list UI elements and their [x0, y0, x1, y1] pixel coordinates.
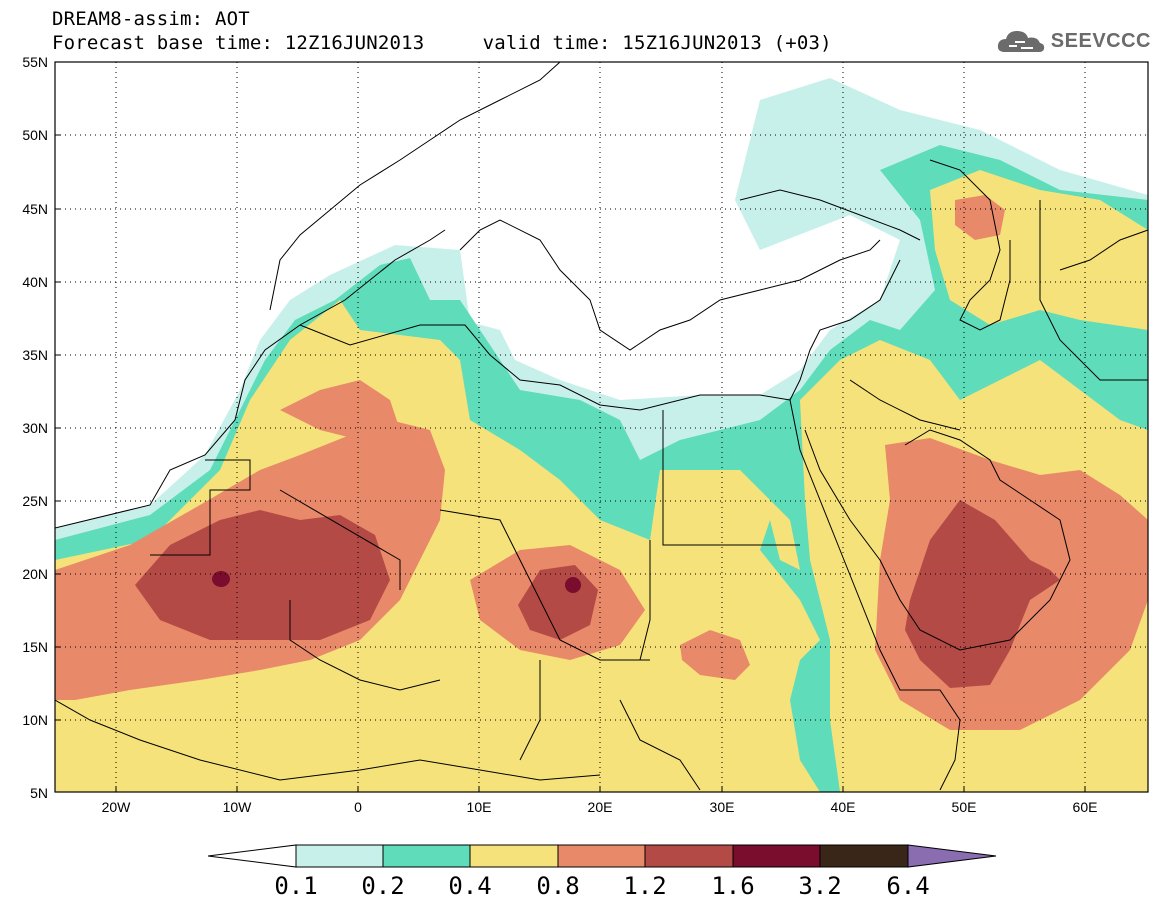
- aot-field: [55, 62, 1148, 792]
- lat-label: 25N: [22, 493, 48, 509]
- logo-text: SEEVCCC: [1050, 29, 1151, 52]
- lon-label: 60E: [1073, 799, 1098, 815]
- colorbar-segment: [732, 844, 821, 868]
- colorbar-label: 0.8: [536, 872, 580, 900]
- lat-label: 50N: [22, 127, 48, 143]
- colorbar-label: 1.6: [711, 872, 755, 900]
- cloud-icon: [997, 31, 1044, 52]
- colorbar-segment: [819, 844, 909, 868]
- lon-label: 20E: [588, 799, 613, 815]
- contour-1.6-mauritania: [212, 571, 230, 587]
- colorbar-segment: [295, 844, 384, 868]
- forecast-time-line: Forecast base time: 12Z16JUN2013 valid t…: [52, 32, 832, 54]
- lat-lon-grid: [55, 62, 1148, 792]
- contour-1.6-chad: [565, 577, 581, 593]
- lat-label: 40N: [22, 274, 48, 290]
- lat-label: 20N: [22, 566, 48, 582]
- lat-label: 30N: [22, 420, 48, 436]
- lon-label: 50E: [952, 799, 977, 815]
- colorbar-label: 6.4: [886, 872, 930, 900]
- lon-label: 30E: [710, 799, 735, 815]
- colorbar-segment: [557, 844, 646, 868]
- lon-label: 10W: [223, 799, 253, 815]
- lon-label: 0: [354, 799, 362, 815]
- lon-labels: 20W 10W 0 10E 20E 30E 40E 50E 60E: [102, 799, 1098, 815]
- lat-label: 55N: [22, 54, 48, 70]
- colorbar-segment: [644, 844, 734, 868]
- contour-0.8-sudan: [680, 630, 750, 680]
- colorbar: [207, 844, 997, 868]
- contour-1.2-west: [135, 510, 390, 640]
- lat-labels: 55N 50N 45N 40N 35N 30N 25N 20N 15N 10N …: [22, 54, 48, 801]
- contour-0.8-caspian: [955, 195, 1005, 240]
- coastlines: [55, 62, 1148, 791]
- colorbar-segment: [207, 844, 297, 868]
- lon-label: 20W: [102, 799, 132, 815]
- lat-label: 15N: [22, 639, 48, 655]
- lon-label: 40E: [831, 799, 856, 815]
- lon-label: 10E: [467, 799, 492, 815]
- lat-label: 35N: [22, 347, 48, 363]
- lat-label: 10N: [22, 712, 48, 728]
- colorbar-label: 1.2: [623, 872, 667, 900]
- colorbar-segment: [382, 844, 471, 868]
- axis-ticks: [55, 61, 1086, 792]
- lat-label: 5N: [30, 785, 48, 801]
- contour-0.8-westnorth: [280, 380, 400, 440]
- map-frame: [54, 61, 1149, 793]
- lat-label: 45N: [22, 201, 48, 217]
- colorbar-label: 0.2: [361, 872, 405, 900]
- contour-1.2-arabia: [905, 500, 1060, 688]
- colorbar-segment: [907, 844, 997, 868]
- colorbar-label: 0.1: [274, 872, 318, 900]
- colorbar-label: 3.2: [798, 872, 842, 900]
- map-title: DREAM8-assim: AOT: [52, 8, 250, 30]
- colorbar-segment: [469, 844, 559, 868]
- seevccc-logo: SEEVCCC: [995, 26, 1151, 56]
- colorbar-label: 0.4: [448, 872, 492, 900]
